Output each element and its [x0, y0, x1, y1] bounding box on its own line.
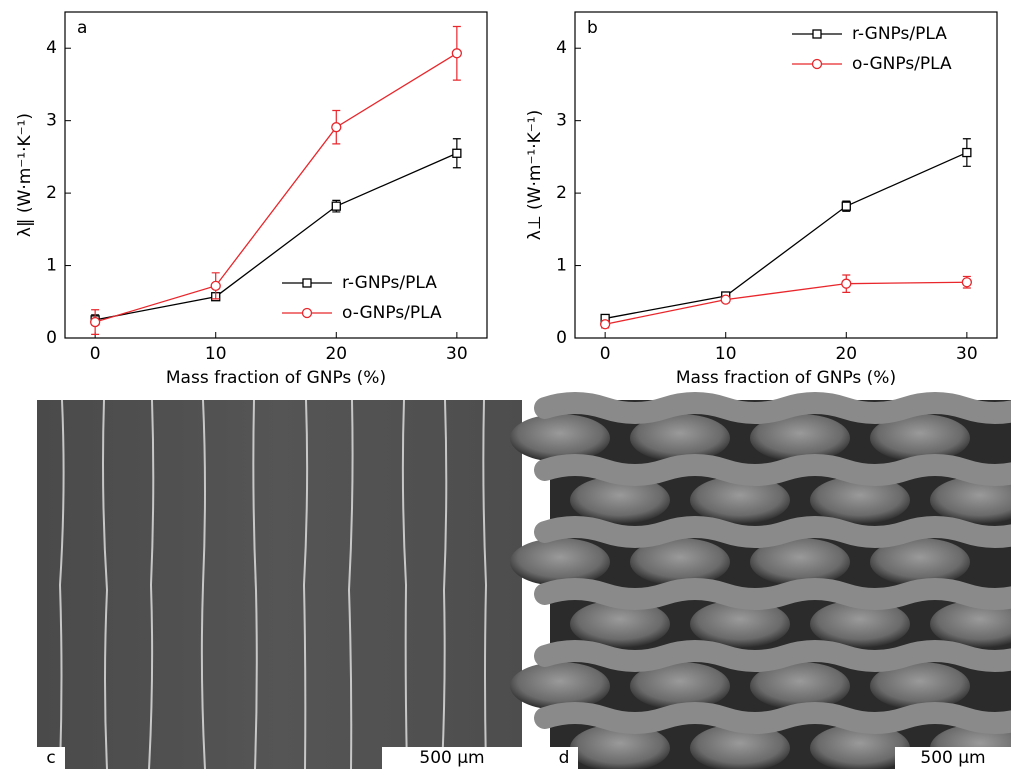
x-tick-label: 0: [90, 344, 101, 364]
point: [453, 149, 461, 157]
y-tick-label: 4: [556, 38, 567, 58]
strand: [545, 713, 1011, 723]
y-tick-label: 3: [46, 111, 57, 131]
strand: [545, 403, 1011, 413]
sem-image: [37, 400, 522, 769]
x-tick-label: 20: [835, 344, 857, 364]
legend-marker: [813, 60, 822, 69]
point: [962, 278, 971, 287]
y-tick-label: 0: [556, 328, 567, 348]
point: [601, 320, 610, 329]
figure: c 500 μm d 500 μm a012340102030Mass frac…: [0, 0, 1011, 769]
y-axis-label: λ⊥ (W·m⁻¹·K⁻¹): [525, 110, 545, 240]
y-axis-label: λ‖ (W·m⁻¹·K⁻¹): [15, 113, 35, 237]
strand: [545, 651, 1011, 661]
series-line: [605, 153, 967, 319]
point: [721, 295, 730, 304]
panel-label: b: [587, 18, 598, 38]
point: [211, 281, 220, 290]
y-tick-label: 2: [556, 183, 567, 203]
series-line: [95, 153, 457, 320]
legend-marker: [303, 279, 311, 287]
point: [91, 318, 100, 327]
x-tick-label: 20: [325, 344, 347, 364]
panel-label: a: [77, 18, 87, 38]
scale-bar: 500 μm: [419, 748, 484, 768]
image-d: d 500 μm: [510, 400, 1011, 769]
legend-label: o-GNPs/PLA: [342, 303, 442, 323]
legend-label: r-GNPs/PLA: [852, 24, 947, 44]
panel-label: c: [46, 748, 55, 768]
x-axis-label: Mass fraction of GNPs (%): [166, 368, 386, 388]
point: [332, 202, 340, 210]
y-tick-label: 3: [556, 111, 567, 131]
strand: [545, 589, 1011, 599]
point: [842, 202, 850, 210]
legend-label: r-GNPs/PLA: [342, 273, 437, 293]
legend-marker: [303, 309, 312, 318]
panel-label: d: [559, 748, 570, 768]
x-tick-label: 30: [956, 344, 978, 364]
scale-bar: 500 μm: [920, 748, 985, 768]
x-tick-label: 10: [715, 344, 737, 364]
y-tick-label: 4: [46, 38, 57, 58]
image-c: c 500 μm: [37, 400, 522, 769]
strand: [545, 465, 1011, 475]
legend-marker: [813, 30, 821, 38]
y-tick-label: 1: [556, 256, 567, 276]
point: [332, 123, 341, 132]
point: [963, 149, 971, 157]
series-line: [605, 282, 967, 324]
bump: [510, 414, 610, 462]
point: [452, 49, 461, 58]
x-tick-label: 10: [205, 344, 227, 364]
bump: [510, 662, 610, 710]
y-tick-label: 0: [46, 328, 57, 348]
point: [842, 279, 851, 288]
strand: [545, 527, 1011, 537]
y-tick-label: 1: [46, 256, 57, 276]
bump: [510, 538, 610, 586]
legend-label: o-GNPs/PLA: [852, 54, 952, 74]
x-axis-label: Mass fraction of GNPs (%): [676, 368, 896, 388]
x-tick-label: 0: [600, 344, 611, 364]
x-tick-label: 30: [446, 344, 468, 364]
y-tick-label: 2: [46, 183, 57, 203]
